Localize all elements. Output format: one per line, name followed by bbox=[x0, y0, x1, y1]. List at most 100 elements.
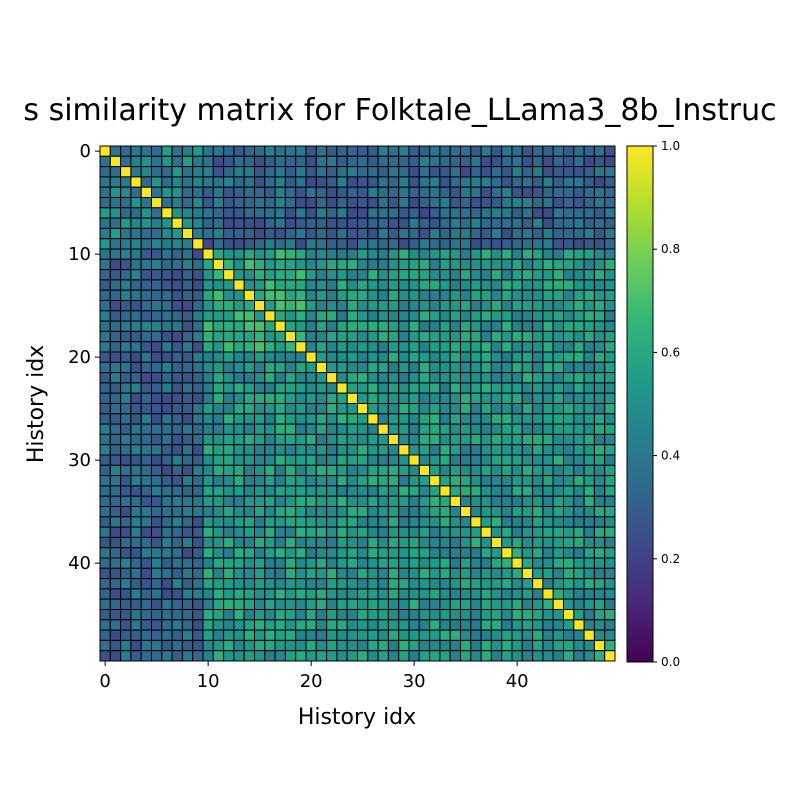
heatmap-cell bbox=[542, 423, 554, 435]
heatmap-cell bbox=[223, 392, 235, 405]
heatmap-cell bbox=[521, 609, 534, 621]
heatmap-cell bbox=[367, 300, 379, 312]
heatmap-cell bbox=[202, 526, 214, 538]
heatmap-cell bbox=[357, 413, 369, 425]
heatmap-cell bbox=[171, 413, 183, 425]
heatmap-cell bbox=[357, 567, 369, 580]
heatmap-cell bbox=[151, 238, 163, 250]
heatmap-cell bbox=[604, 155, 616, 168]
heatmap-cell bbox=[140, 547, 152, 559]
heatmap-cell bbox=[377, 588, 389, 600]
heatmap-cell bbox=[521, 454, 534, 466]
heatmap-cell bbox=[573, 464, 585, 477]
heatmap-cell bbox=[99, 516, 111, 528]
heatmap-cell bbox=[336, 536, 348, 549]
heatmap-cell bbox=[295, 639, 307, 652]
heatmap-cell bbox=[583, 197, 595, 209]
heatmap-cell bbox=[181, 403, 194, 415]
heatmap-cell bbox=[109, 361, 122, 374]
heatmap-cell bbox=[233, 300, 245, 312]
heatmap-cell bbox=[418, 217, 431, 229]
heatmap-cell bbox=[315, 536, 328, 549]
heatmap-cell bbox=[212, 578, 225, 590]
heatmap-cell bbox=[326, 155, 338, 168]
heatmap-cell bbox=[377, 258, 389, 271]
heatmap-cell bbox=[192, 516, 204, 528]
heatmap-cell bbox=[346, 269, 359, 281]
heatmap-cell bbox=[99, 629, 111, 641]
heatmap-cell bbox=[264, 650, 276, 662]
heatmap-cell bbox=[120, 258, 132, 271]
heatmap-cell bbox=[357, 166, 369, 178]
heatmap-cell bbox=[295, 567, 307, 580]
heatmap-cell bbox=[243, 536, 255, 549]
heatmap-cell bbox=[243, 475, 255, 487]
heatmap-cell bbox=[181, 197, 194, 209]
heatmap-cell bbox=[460, 485, 472, 497]
heatmap-cell bbox=[377, 485, 389, 497]
heatmap-cell bbox=[449, 197, 462, 209]
heatmap-cell bbox=[480, 536, 492, 549]
heatmap-cell bbox=[480, 423, 492, 435]
heatmap-cell bbox=[387, 536, 400, 549]
heatmap-cell bbox=[326, 392, 338, 405]
heatmap-cell bbox=[449, 330, 462, 343]
heatmap-cell bbox=[573, 217, 585, 229]
heatmap-cell bbox=[593, 155, 606, 168]
heatmap-cell bbox=[161, 392, 173, 405]
heatmap-cell bbox=[202, 217, 214, 229]
heatmap-cell bbox=[140, 300, 152, 312]
heatmap-cell bbox=[99, 536, 111, 549]
heatmap-cell bbox=[429, 248, 441, 260]
heatmap-cell bbox=[99, 166, 111, 178]
heatmap-cell bbox=[501, 547, 513, 559]
heatmap-cell bbox=[264, 320, 276, 332]
heatmap-cell bbox=[212, 588, 225, 600]
heatmap-cell bbox=[449, 310, 462, 322]
heatmap-cell bbox=[151, 382, 163, 394]
heatmap-cell bbox=[284, 341, 297, 353]
heatmap-cell bbox=[470, 320, 482, 332]
heatmap-cell bbox=[501, 392, 513, 405]
heatmap-cell bbox=[254, 155, 266, 168]
heatmap-cell bbox=[604, 258, 616, 271]
heatmap-cell bbox=[460, 310, 472, 322]
heatmap-cell bbox=[593, 444, 606, 456]
heatmap-cell bbox=[408, 475, 420, 487]
heatmap-cell bbox=[511, 197, 523, 209]
heatmap-cell bbox=[357, 269, 369, 281]
heatmap-cell bbox=[161, 547, 173, 559]
heatmap-cell bbox=[140, 598, 152, 611]
heatmap-cell bbox=[264, 506, 276, 518]
heatmap-cell bbox=[336, 413, 348, 425]
heatmap-cell bbox=[542, 186, 554, 198]
heatmap-cell bbox=[130, 300, 142, 312]
heatmap-cell bbox=[140, 197, 152, 209]
heatmap-cell bbox=[284, 609, 297, 621]
heatmap-cell bbox=[295, 547, 307, 559]
heatmap-cell bbox=[573, 557, 585, 569]
heatmap-cell bbox=[439, 433, 451, 446]
heatmap-cell bbox=[490, 217, 503, 229]
heatmap-cell bbox=[542, 444, 554, 456]
heatmap-cell bbox=[490, 433, 503, 446]
heatmap-cell bbox=[284, 217, 297, 229]
heatmap-cell bbox=[254, 506, 266, 518]
heatmap-cell bbox=[367, 650, 379, 662]
heatmap-cell bbox=[305, 413, 317, 425]
heatmap-cell bbox=[398, 155, 410, 168]
heatmap-cell bbox=[305, 217, 317, 229]
heatmap-cell bbox=[521, 166, 534, 178]
heatmap-cell bbox=[367, 485, 379, 497]
heatmap-cell bbox=[171, 444, 183, 456]
heatmap-cell bbox=[346, 629, 359, 641]
heatmap-cell bbox=[181, 310, 194, 322]
heatmap-cell bbox=[367, 433, 379, 446]
heatmap-cell bbox=[171, 197, 183, 209]
heatmap-cell bbox=[542, 238, 554, 250]
heatmap-cell bbox=[336, 279, 348, 291]
heatmap-cell bbox=[254, 598, 266, 611]
x-tick-label: 20 bbox=[300, 671, 323, 692]
heatmap-cell bbox=[295, 433, 307, 446]
heatmap-cell bbox=[284, 588, 297, 600]
